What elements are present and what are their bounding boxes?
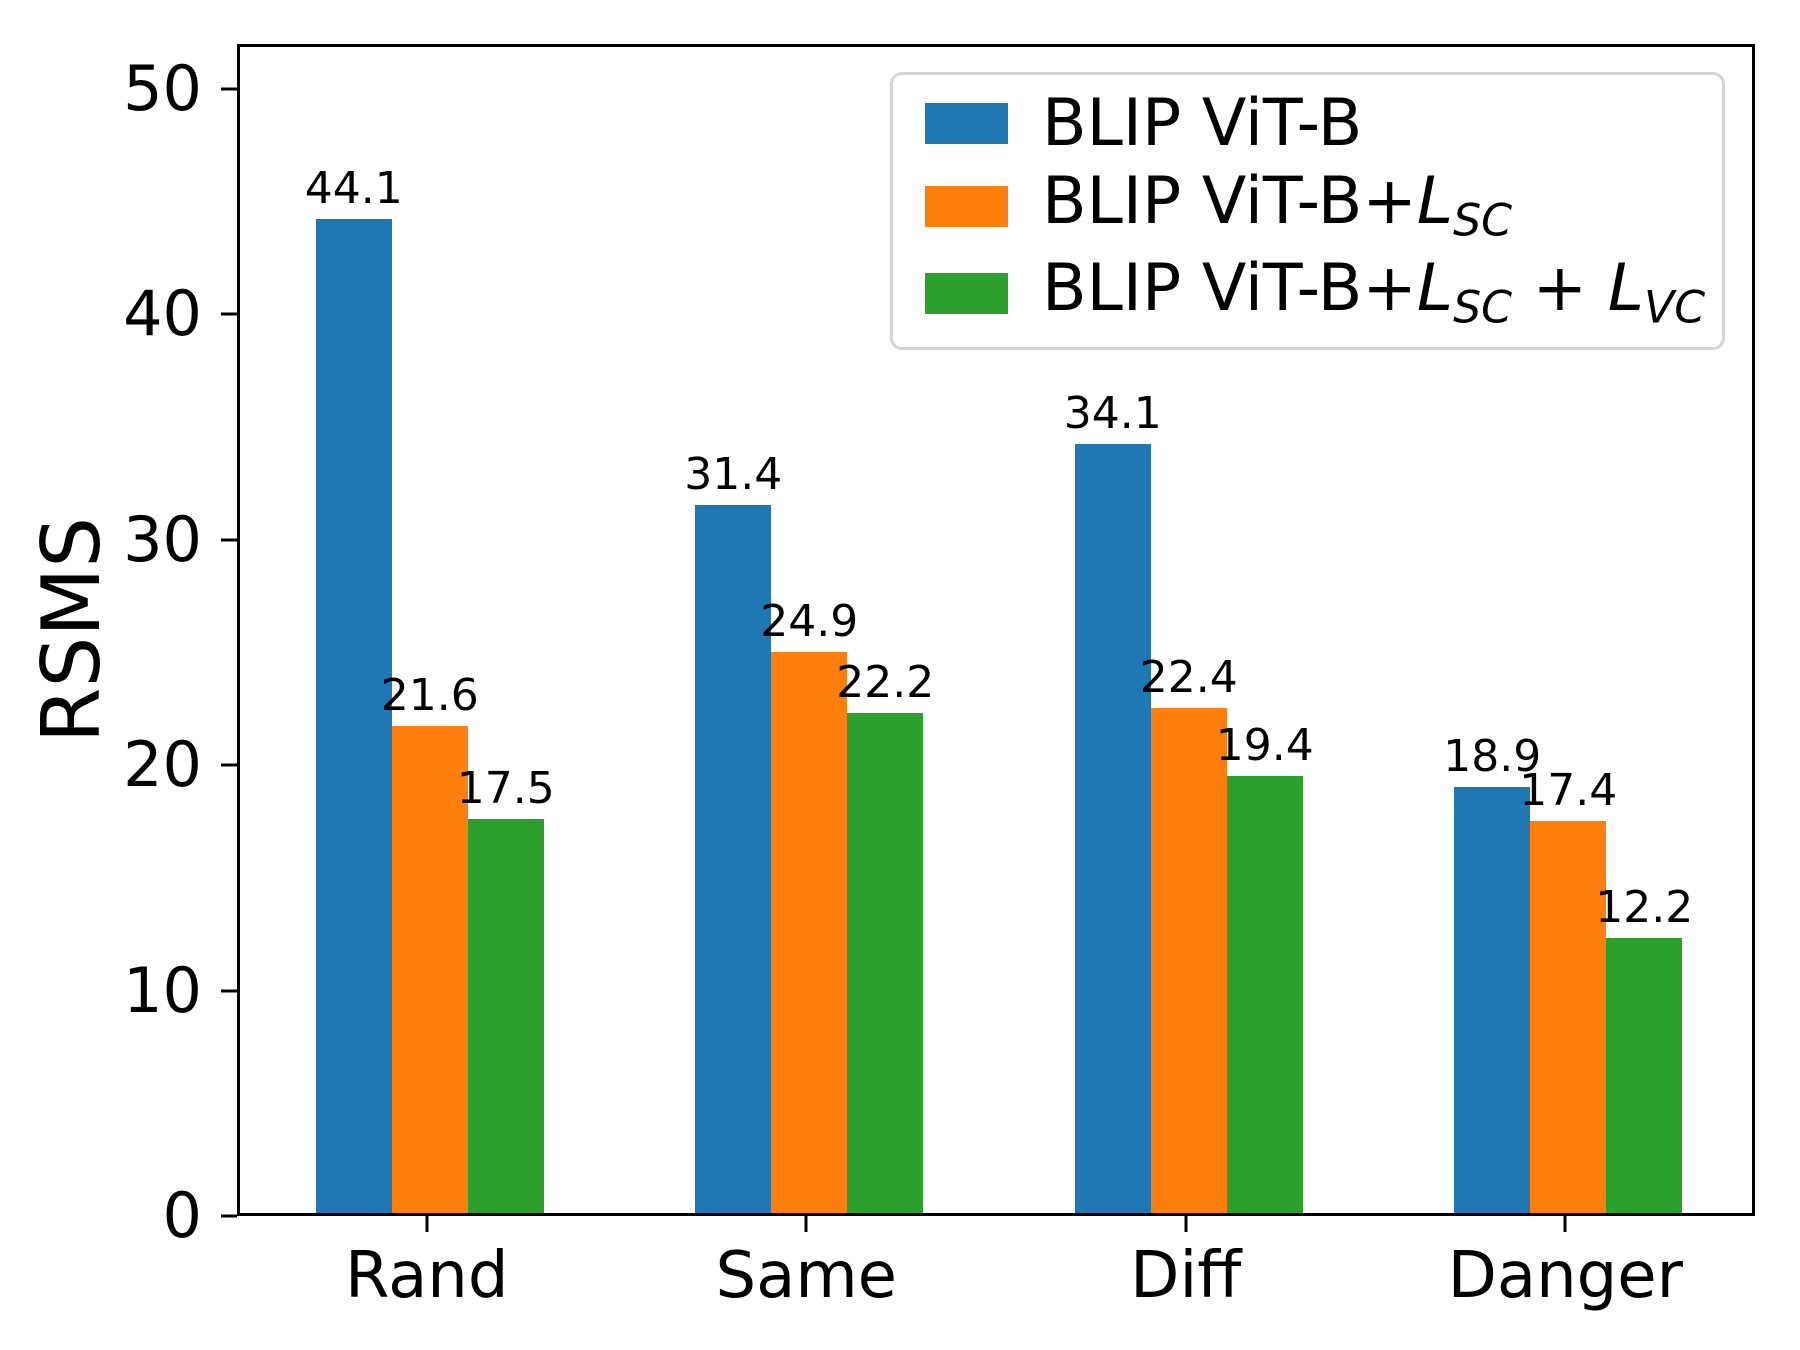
y-tick-mark	[221, 1214, 237, 1218]
y-tick-mark	[221, 763, 237, 767]
bar-value-label: 24.9	[760, 595, 859, 647]
legend: BLIP ViT-B BLIP ViT-B+LSC BLIP ViT-B+LSC +…	[890, 72, 1725, 350]
bar-same-series1	[695, 505, 772, 1213]
bar-value-label: 19.4	[1215, 719, 1314, 771]
legend-color-swatch	[925, 272, 1008, 314]
bar-danger-series3	[1606, 938, 1683, 1213]
bar-same-series2	[771, 651, 848, 1213]
bar-diff-series3	[1226, 775, 1303, 1213]
y-tick-label: 10	[123, 953, 202, 1027]
bar-same-series3	[847, 712, 924, 1213]
legend-item: BLIP ViT-B+LSC	[925, 169, 1722, 244]
x-tick-mark	[1563, 1216, 1567, 1232]
y-tick-label: 20	[123, 728, 202, 802]
x-tick-mark	[804, 1216, 808, 1232]
bar-value-label: 21.6	[380, 670, 479, 722]
legend-text-segment: SC	[1453, 195, 1512, 247]
bar-value-label: 31.4	[684, 449, 783, 501]
bar-danger-series1	[1454, 787, 1531, 1213]
x-tick-label: Diff	[1130, 1239, 1242, 1313]
x-tick-mark	[425, 1216, 429, 1232]
bar-diff-series2	[1150, 708, 1227, 1213]
y-tick-mark	[221, 989, 237, 993]
bar-value-label: 34.1	[1063, 388, 1162, 440]
bar-diff-series1	[1074, 444, 1151, 1213]
legend-color-swatch	[925, 103, 1008, 145]
legend-text-segment: VC	[1644, 282, 1706, 334]
bar-value-label: 17.5	[456, 762, 555, 814]
y-tick-label: 40	[123, 277, 202, 351]
legend-item: BLIP ViT-B+LSC + LVC	[925, 256, 1722, 331]
bar-value-label: 44.1	[304, 163, 403, 215]
legend-text-segment: +	[1512, 251, 1608, 327]
bar-rand-series1	[315, 219, 392, 1213]
bar-value-label: 22.2	[836, 656, 935, 708]
legend-color-swatch	[925, 185, 1008, 227]
y-tick-mark	[221, 312, 237, 316]
bar-value-label: 17.4	[1519, 764, 1618, 816]
legend-text-segment: L	[1416, 251, 1454, 327]
legend-text-segment: L	[1607, 251, 1645, 327]
y-tick-mark	[221, 538, 237, 542]
legend-text-segment: BLIP ViT-B	[1042, 86, 1363, 162]
x-tick-label: Danger	[1447, 1239, 1683, 1313]
bar-rand-series2	[391, 726, 468, 1213]
legend-item-label: BLIP ViT-B	[1042, 91, 1362, 156]
bar-value-label: 18.9	[1443, 731, 1542, 783]
x-tick-label: Same	[715, 1239, 898, 1313]
y-tick-mark	[221, 87, 237, 91]
legend-text-segment: BLIP ViT-B+	[1042, 251, 1417, 327]
y-tick-label: 50	[123, 52, 202, 126]
legend-text-segment: BLIP ViT-B+	[1042, 163, 1417, 239]
y-tick-label: 0	[162, 1179, 202, 1252]
legend-text-segment: SC	[1453, 282, 1512, 334]
legend-item: BLIP ViT-B	[925, 91, 1722, 156]
x-tick-mark	[1184, 1216, 1188, 1232]
bar-value-label: 12.2	[1595, 882, 1694, 934]
bar-danger-series2	[1530, 820, 1607, 1213]
legend-item-label: BLIP ViT-B+LSC	[1042, 169, 1512, 244]
legend-text-segment: L	[1416, 163, 1454, 239]
bar-rand-series3	[467, 818, 544, 1213]
x-tick-label: Rand	[345, 1239, 509, 1313]
bar-value-label: 22.4	[1139, 652, 1238, 704]
y-tick-label: 30	[123, 502, 202, 576]
legend-item-label: BLIP ViT-B+LSC + LVC	[1042, 256, 1705, 331]
